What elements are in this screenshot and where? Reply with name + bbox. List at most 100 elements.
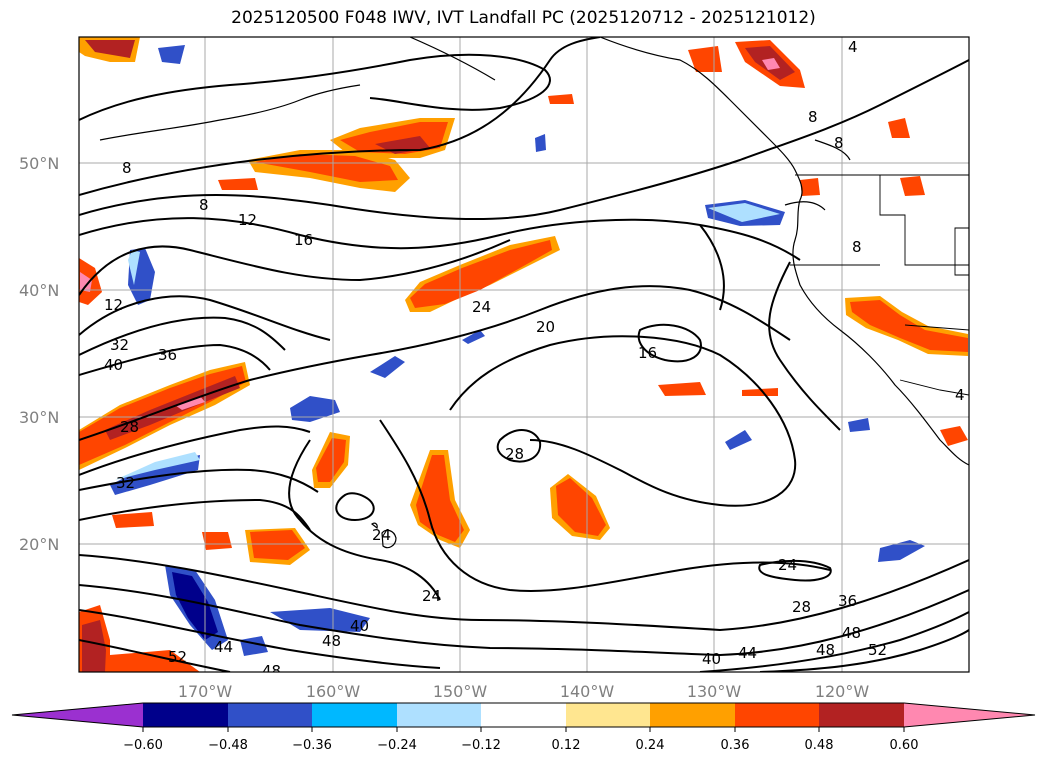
colorbar-swatch — [650, 703, 735, 727]
positive-anomaly-region — [80, 272, 92, 292]
colorbar-swatch — [904, 703, 1035, 727]
contour-label: 20 — [536, 318, 555, 336]
positive-anomaly-region — [800, 178, 820, 196]
negative-anomaly-region — [708, 203, 780, 222]
lon-label: 140°W — [560, 682, 615, 701]
positive-anomaly-region — [548, 94, 574, 104]
contour-label: 48 — [322, 632, 341, 650]
positive-anomaly-region — [105, 376, 240, 440]
positive-anomaly-region — [658, 382, 706, 396]
negative-anomaly-region — [290, 396, 340, 422]
contour-label: 32 — [110, 336, 129, 354]
positive-anomaly-region — [85, 40, 135, 58]
contour-label: 8 — [808, 108, 818, 126]
contour-label: 24 — [472, 298, 491, 316]
contour-label: 16 — [638, 344, 657, 362]
positive-anomaly-region — [255, 154, 398, 182]
negative-anomaly-region — [270, 608, 370, 632]
colorbar-tick-label: −0.36 — [292, 738, 332, 753]
colorbar-swatch — [397, 703, 481, 727]
colorbar-swatch — [819, 703, 904, 727]
lat-label: 30°N — [19, 408, 59, 427]
positive-anomaly-region — [82, 620, 106, 672]
iwv-contours — [79, 37, 969, 672]
contour-label: 8 — [852, 238, 862, 256]
contour-label: 24 — [422, 587, 441, 605]
positive-anomaly-region — [850, 300, 968, 352]
latitude-labels: 50°N 40°N 30°N 20°N — [19, 154, 59, 554]
negative-anomaly-region — [158, 45, 185, 64]
contour-label: 32 — [116, 474, 135, 492]
positive-anomaly-region — [316, 438, 346, 482]
colorbar-swatch — [12, 703, 143, 727]
negative-anomaly-region — [535, 134, 546, 152]
colorbar-tick-label: 0.60 — [890, 738, 919, 753]
colorbar-tick-label: 0.24 — [636, 738, 665, 753]
lon-label: 150°W — [433, 682, 488, 701]
contour-label: 48 — [816, 641, 835, 659]
lat-label: 20°N — [19, 535, 59, 554]
positive-anomaly-region — [742, 388, 778, 396]
positive-anomaly-region — [175, 396, 205, 410]
contour-labels: 8 8 12 16 12 32 40 36 28 32 24 20 16 28 … — [104, 38, 965, 680]
contour-label: 40 — [104, 356, 123, 374]
positive-anomaly-region — [556, 478, 606, 536]
contour-label: 36 — [158, 346, 177, 364]
positive-anomaly-region — [762, 58, 780, 70]
colorbar-swatch — [312, 703, 397, 727]
colorbar-swatch — [735, 703, 819, 727]
anomaly-fill-layer — [79, 37, 968, 672]
contour-label: 40 — [350, 617, 369, 635]
longitude-labels: 170°W 160°W 150°W 140°W 130°W 120°W — [178, 682, 870, 701]
colorbar: −0.60 −0.48 −0.36 −0.24 −0.12 0.12 0.24 … — [11, 702, 1036, 753]
positive-anomaly-region — [110, 650, 200, 672]
contour-label: 48 — [842, 624, 861, 642]
colorbar-tick-label: 0.48 — [805, 738, 834, 753]
colorbar-tick-label: −0.12 — [461, 738, 501, 753]
contour-label: 8 — [199, 196, 209, 214]
contour-label: 12 — [104, 296, 123, 314]
negative-anomaly-region — [115, 452, 200, 480]
lon-label: 130°W — [687, 682, 742, 701]
negative-anomaly-region — [878, 540, 925, 562]
gridlines — [79, 37, 969, 672]
contour-label: 28 — [792, 598, 811, 616]
colorbar-swatch — [228, 703, 312, 727]
coastlines — [99, 37, 969, 549]
lat-label: 40°N — [19, 281, 59, 300]
contour-label: 52 — [868, 641, 887, 659]
negative-anomaly-region — [848, 418, 870, 432]
colorbar-swatch — [143, 703, 228, 727]
positive-anomaly-region — [112, 512, 154, 528]
negative-anomaly-region — [128, 250, 140, 285]
positive-anomaly-region — [410, 240, 552, 308]
map-content: 8 8 12 16 12 32 40 36 28 32 24 20 16 28 … — [79, 37, 969, 680]
colorbar-ticks — [142, 727, 905, 732]
positive-anomaly-region — [250, 530, 305, 560]
lon-label: 160°W — [306, 682, 361, 701]
contour-label: 44 — [738, 644, 757, 662]
contour-label: 44 — [214, 638, 233, 656]
contour-label: 28 — [505, 445, 524, 463]
colorbar-swatch — [481, 703, 566, 727]
lat-label: 50°N — [19, 154, 59, 173]
political-borders — [790, 174, 969, 396]
positive-anomaly-region — [940, 426, 968, 446]
contour-label: 48 — [262, 662, 281, 680]
contour-label: 4 — [955, 386, 965, 404]
colorbar-tick-label: −0.60 — [123, 738, 163, 753]
contour-label: 36 — [838, 592, 857, 610]
contour-label: 40 — [702, 650, 721, 668]
colorbar-tick-label: 0.36 — [721, 738, 750, 753]
contour-label: 28 — [120, 418, 139, 436]
positive-anomaly-region — [416, 455, 464, 542]
positive-anomaly-region — [218, 178, 258, 190]
contour-label: 24 — [372, 526, 391, 544]
negative-anomaly-region — [725, 430, 752, 450]
negative-anomaly-region — [172, 572, 218, 640]
colorbar-swatch — [566, 703, 650, 727]
map-title: 2025120500 F048 IWV, IVT Landfall PC (20… — [231, 8, 816, 28]
positive-anomaly-region — [202, 532, 232, 550]
negative-anomaly-region — [370, 356, 405, 378]
